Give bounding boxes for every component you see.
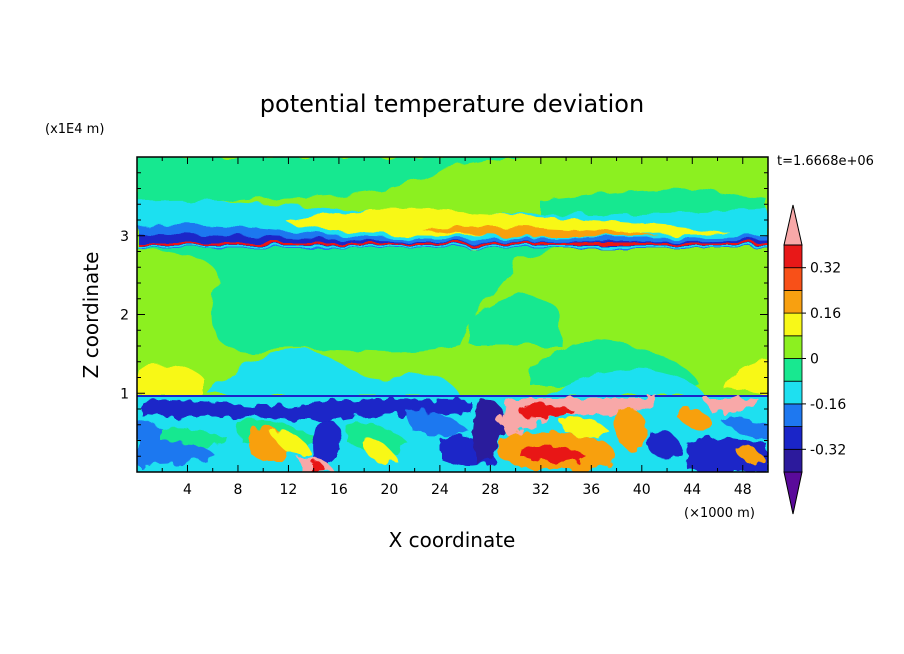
colorbar-band	[783, 358, 803, 382]
eddy	[680, 408, 712, 429]
x-tick-label: 24	[431, 482, 449, 498]
band-orange	[420, 226, 660, 238]
y-axis-unit: (x1E4 m)	[45, 122, 104, 137]
eddy	[705, 397, 760, 414]
eddy	[685, 437, 768, 472]
x-tick-label: 4	[183, 482, 192, 498]
eddy	[270, 431, 312, 458]
eddy	[140, 398, 470, 421]
cyan-dome	[545, 369, 705, 396]
colorbar-band	[783, 448, 803, 473]
eddy	[345, 422, 410, 453]
upper-field	[137, 157, 768, 396]
colorbar-band	[783, 312, 803, 337]
chart-title: potential temperature deviation	[260, 90, 644, 118]
x-axis-label: X coordinate	[389, 528, 516, 552]
x-tick-label: 8	[233, 482, 242, 498]
colorbar-band	[783, 335, 803, 359]
band-yellow	[285, 209, 730, 236]
eddy	[360, 439, 398, 464]
x-tick-label: 28	[481, 482, 499, 498]
colorbar-tick-label: -0.32	[810, 442, 846, 458]
x-tick-label: 12	[280, 482, 298, 498]
contour-field	[137, 157, 768, 472]
colorbar-tick-label: 0	[810, 352, 819, 368]
upper-cool-region	[137, 248, 560, 352]
warm-right-edge	[725, 360, 768, 396]
eddy	[520, 445, 585, 463]
x-tick-label: 48	[734, 482, 752, 498]
boundary-top-line	[137, 395, 768, 397]
colorbar-tick-label: 0.32	[810, 261, 841, 277]
x-tick-label: 36	[582, 482, 600, 498]
upper-cool-region	[137, 157, 520, 215]
eddy	[405, 409, 470, 437]
colorbar-tick-label: 0.16	[810, 306, 841, 322]
eddy	[735, 446, 765, 465]
y-tick-label: 3	[120, 229, 129, 245]
x-tick-label: 32	[532, 482, 550, 498]
warm-left-edge	[137, 364, 205, 396]
eddy	[313, 419, 342, 466]
band-cyan-line	[137, 245, 768, 247]
eddy	[520, 404, 575, 419]
y-axis: 1 2 3	[120, 172, 768, 457]
y-tick-label: 2	[120, 308, 129, 324]
eddy	[720, 417, 768, 440]
x-tick-label: 20	[380, 482, 398, 498]
colorbar-band	[783, 403, 803, 427]
colorbar-band	[783, 289, 803, 314]
cyan-dome	[210, 349, 460, 396]
colorbar-band	[783, 267, 803, 291]
band-red-line	[137, 243, 768, 245]
eddy	[560, 418, 610, 438]
boundary-layer	[137, 395, 768, 472]
colorbar: 0.32 0.16 0 -0.16 -0.32	[783, 204, 846, 515]
eddy	[648, 428, 682, 461]
colorbar-band	[783, 426, 803, 450]
x-tick-label: 44	[683, 482, 701, 498]
eddy	[615, 409, 647, 451]
mid-cool-region	[470, 296, 562, 345]
boundary-eddies	[137, 397, 768, 472]
colorbar-extend-high	[783, 204, 803, 246]
colorbar-extend-low	[783, 471, 803, 515]
inversion-band	[137, 200, 768, 248]
x-tick-label: 16	[330, 482, 348, 498]
y-tick-label: 1	[120, 386, 129, 402]
y-axis-label: Z coordinate	[79, 252, 103, 379]
colorbar-band	[783, 380, 803, 405]
colorbar-tick-label: -0.16	[810, 397, 846, 413]
eddy	[160, 427, 230, 446]
timestamp-label: t=1.6668e+06	[777, 154, 874, 169]
x-axis: 4 8 12 16 20 24 28 32 36 40 44 48	[161, 157, 752, 498]
x-tick-label: 40	[633, 482, 651, 498]
colorbar-band	[783, 244, 803, 269]
eddy	[472, 399, 503, 465]
x-axis-unit: (×1000 m)	[684, 506, 755, 521]
